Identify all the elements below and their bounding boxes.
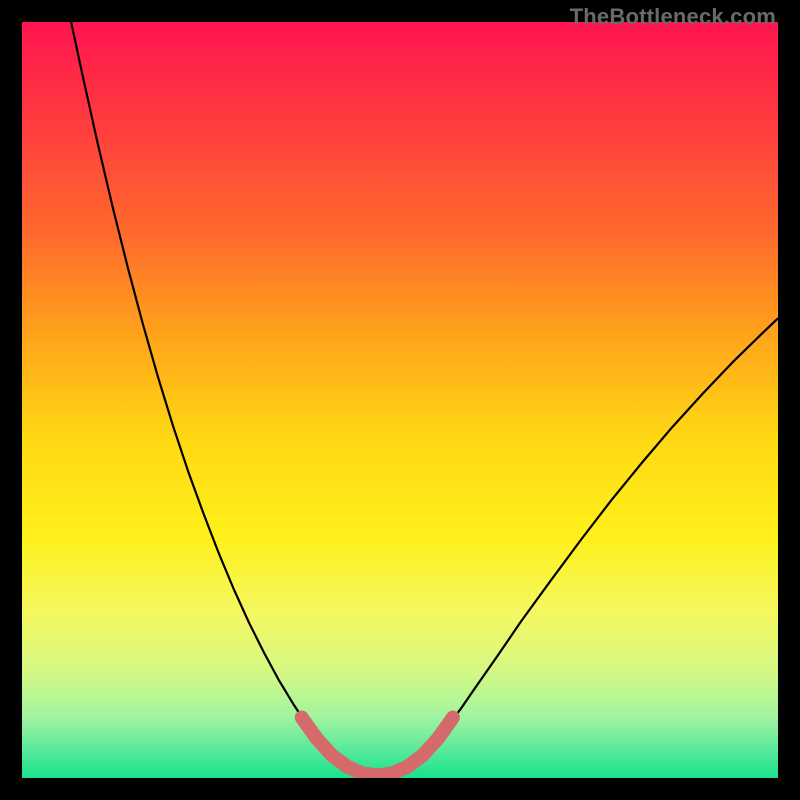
bottleneck-curve [71, 22, 778, 775]
highlight-segment [302, 718, 453, 776]
curve-layer [22, 22, 778, 778]
chart-frame: TheBottleneck.com [0, 0, 800, 800]
watermark-text: TheBottleneck.com [570, 4, 776, 30]
plot-area [22, 22, 778, 778]
